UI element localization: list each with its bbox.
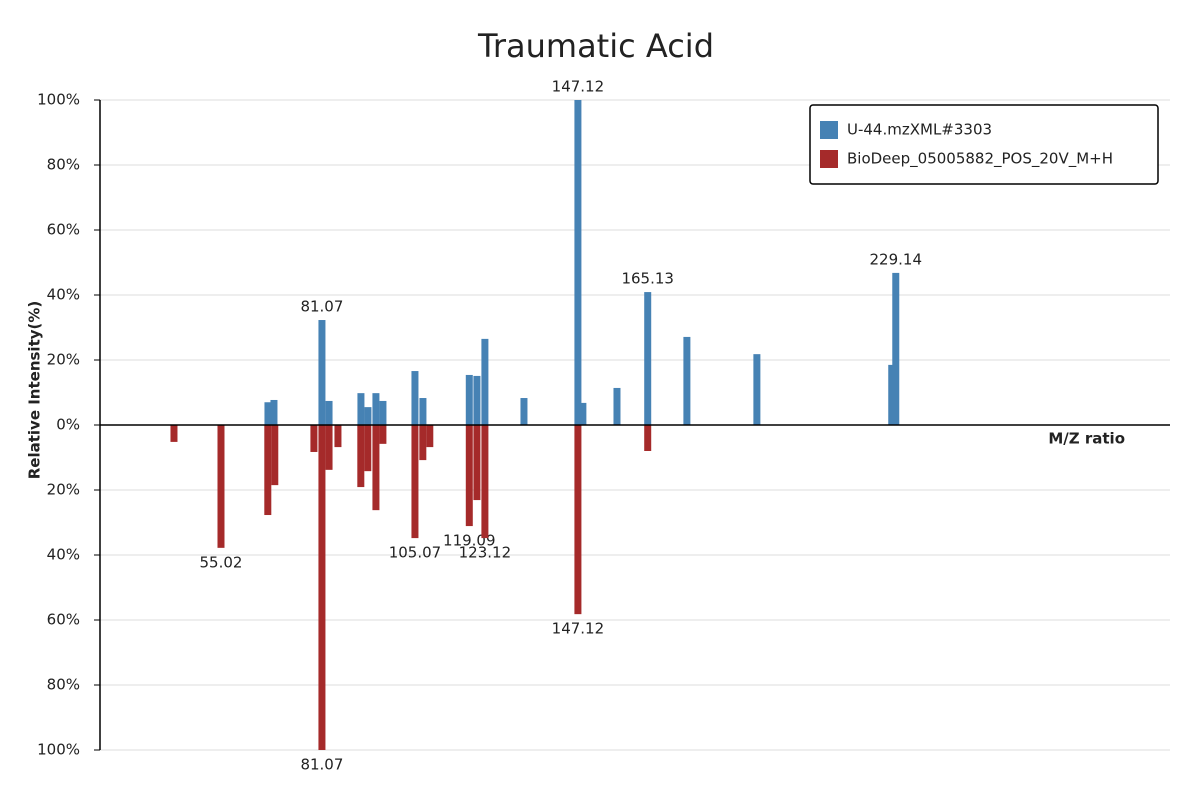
bar: [217, 425, 225, 548]
bar: [364, 407, 372, 425]
bar: [613, 387, 621, 425]
peak-label: 147.12: [552, 78, 605, 96]
y-tick-label: 60%: [47, 611, 80, 629]
y-axis-label: Relative Intensity(%): [26, 301, 44, 480]
legend: U-44.mzXML#3303 BioDeep_05005882_POS_20V_…: [809, 104, 1159, 185]
bar: [579, 402, 587, 425]
y-tick-label: 20%: [47, 351, 80, 369]
bar: [270, 399, 278, 425]
peak-label: 81.07: [300, 298, 343, 316]
bar: [325, 425, 333, 470]
y-tick-label: 100%: [37, 91, 80, 109]
bar: [419, 425, 427, 461]
bar: [520, 398, 528, 425]
bar: [419, 398, 427, 425]
bar: [357, 393, 365, 425]
bar: [473, 425, 481, 501]
bar: [264, 402, 272, 425]
bar: [465, 374, 473, 425]
y-tick-label: 20%: [47, 481, 80, 499]
legend-label: U-44.mzXML#3303: [847, 121, 992, 139]
legend-box: [809, 104, 1159, 185]
y-tick-label: 100%: [37, 741, 80, 759]
bar: [481, 425, 489, 539]
bar: [379, 400, 387, 425]
bar: [644, 292, 652, 425]
bar: [411, 425, 419, 539]
bar: [411, 371, 419, 425]
y-tick-label: 40%: [47, 286, 80, 304]
peak-label: 55.02: [200, 553, 243, 571]
legend-label: BioDeep_05005882_POS_20V_M+H: [847, 150, 1113, 169]
y-tick-label: 80%: [47, 676, 80, 694]
bar: [325, 400, 333, 425]
bar: [753, 354, 761, 425]
peak-label: 81.07: [300, 756, 343, 774]
bar: [574, 100, 582, 425]
bar: [379, 425, 387, 444]
bar: [264, 425, 272, 516]
bar: [372, 393, 380, 425]
bar: [318, 320, 326, 425]
bar: [318, 425, 326, 750]
peak-label: 147.12: [552, 620, 605, 638]
bar: [426, 425, 434, 448]
bar: [892, 272, 900, 425]
bar: [574, 425, 582, 615]
bar: [473, 375, 481, 425]
chart-title: Traumatic Acid: [477, 27, 714, 65]
y-tick-label: 0%: [56, 416, 80, 434]
bar: [364, 425, 372, 472]
peak-label: 105.07: [389, 544, 442, 562]
y-tick-label: 60%: [47, 221, 80, 239]
x-axis-label: M/Z ratio: [1048, 430, 1125, 448]
bar: [357, 425, 365, 488]
bar: [170, 425, 178, 442]
legend-swatch: [820, 150, 838, 168]
bar: [465, 425, 473, 527]
y-tick-label: 40%: [47, 546, 80, 564]
legend-swatch: [820, 121, 838, 139]
peak-label: 165.13: [621, 270, 674, 288]
bar: [888, 364, 896, 425]
bar: [271, 425, 279, 486]
bar: [683, 336, 691, 425]
bar: [481, 338, 489, 425]
peak-label: 229.14: [870, 250, 923, 268]
y-tick-label: 80%: [47, 156, 80, 174]
bar: [310, 425, 318, 452]
bar: [372, 425, 380, 511]
bar: [644, 425, 652, 451]
bar: [334, 425, 342, 448]
peak-label: 123.12: [459, 544, 512, 562]
